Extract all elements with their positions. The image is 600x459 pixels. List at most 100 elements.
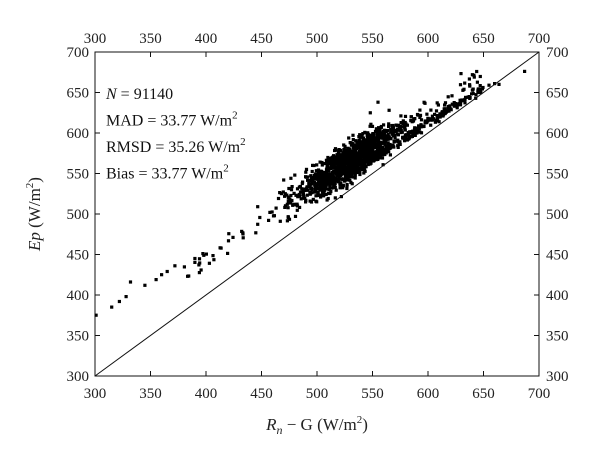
data-point — [306, 178, 310, 182]
data-points — [94, 51, 540, 377]
data-point — [320, 160, 324, 165]
data-point — [355, 144, 359, 148]
data-point — [426, 116, 430, 120]
data-point — [371, 148, 375, 152]
data-point — [309, 200, 314, 204]
data-point — [415, 112, 420, 117]
data-point — [324, 192, 328, 196]
data-point — [371, 153, 375, 157]
data-point — [110, 305, 114, 309]
data-point — [457, 102, 461, 106]
data-point — [154, 278, 158, 282]
data-point — [323, 174, 327, 178]
data-point — [304, 170, 308, 174]
data-point — [403, 133, 407, 137]
data-point — [346, 178, 350, 182]
data-point — [256, 222, 260, 226]
data-point — [313, 184, 317, 188]
data-point — [391, 145, 395, 149]
data-point — [324, 187, 328, 191]
data-point — [404, 122, 408, 126]
data-point — [372, 159, 376, 163]
data-point — [368, 140, 372, 144]
y-tick-label-left: 700 — [67, 45, 90, 61]
data-point — [287, 217, 292, 221]
data-point — [276, 196, 281, 201]
data-point — [319, 186, 323, 190]
data-point — [319, 194, 323, 198]
data-point — [409, 119, 413, 123]
data-point — [378, 129, 382, 133]
data-point — [382, 123, 386, 127]
data-point — [397, 123, 401, 127]
data-point — [355, 146, 359, 150]
data-point — [375, 135, 380, 140]
stat-name: Bias — [106, 166, 134, 183]
data-point — [362, 158, 366, 162]
data-point — [341, 155, 345, 159]
data-point — [365, 144, 369, 148]
y-tick-label-right: 700 — [546, 45, 569, 61]
data-point — [454, 102, 458, 106]
data-point — [365, 156, 369, 160]
data-point — [435, 114, 439, 118]
data-point — [380, 132, 384, 136]
data-point — [293, 173, 297, 177]
data-point — [303, 187, 307, 191]
data-point — [461, 99, 466, 103]
data-point — [289, 201, 293, 205]
x-label-superscript: 2 — [357, 414, 363, 426]
data-point — [355, 161, 359, 165]
data-point — [298, 205, 302, 209]
data-point — [258, 215, 262, 220]
data-point — [403, 114, 408, 118]
data-point — [353, 176, 357, 180]
data-point — [371, 145, 375, 149]
x-tick-label-top: 350 — [139, 31, 162, 47]
data-point — [478, 74, 482, 79]
data-point — [397, 128, 401, 132]
data-point — [367, 152, 371, 156]
data-point — [415, 131, 419, 135]
data-point — [322, 179, 326, 183]
data-point — [433, 120, 437, 124]
data-point — [459, 72, 463, 76]
data-point — [327, 187, 331, 192]
data-point — [362, 171, 366, 175]
data-point — [344, 170, 348, 174]
data-point — [359, 144, 363, 148]
data-point — [333, 196, 337, 200]
data-point — [278, 191, 282, 195]
data-point — [350, 141, 354, 145]
data-point — [212, 258, 216, 262]
data-point — [387, 122, 391, 126]
data-point — [387, 124, 391, 128]
data-point — [321, 178, 325, 182]
data-point — [293, 214, 298, 218]
data-point — [322, 162, 326, 166]
data-point — [368, 149, 373, 153]
data-point — [373, 141, 377, 145]
data-point — [197, 271, 201, 275]
data-point — [291, 203, 295, 207]
data-point — [376, 138, 380, 142]
data-point — [327, 168, 331, 172]
data-point — [396, 145, 400, 149]
data-point — [362, 138, 366, 142]
data-point — [289, 176, 293, 180]
data-point — [328, 159, 332, 163]
data-point — [386, 128, 390, 133]
data-point — [436, 116, 440, 120]
data-point — [350, 182, 354, 186]
data-point — [327, 157, 332, 161]
data-point — [357, 162, 361, 166]
y-tick-label-left: 600 — [67, 126, 90, 142]
data-point — [361, 155, 366, 159]
y-tick-label-left: 550 — [67, 167, 90, 183]
x-tick-label-bottom: 300 — [84, 386, 107, 402]
x-tick-label-top: 400 — [195, 31, 218, 47]
data-point — [399, 131, 403, 135]
data-point — [376, 100, 380, 104]
data-point — [295, 208, 299, 212]
data-point — [375, 148, 380, 152]
